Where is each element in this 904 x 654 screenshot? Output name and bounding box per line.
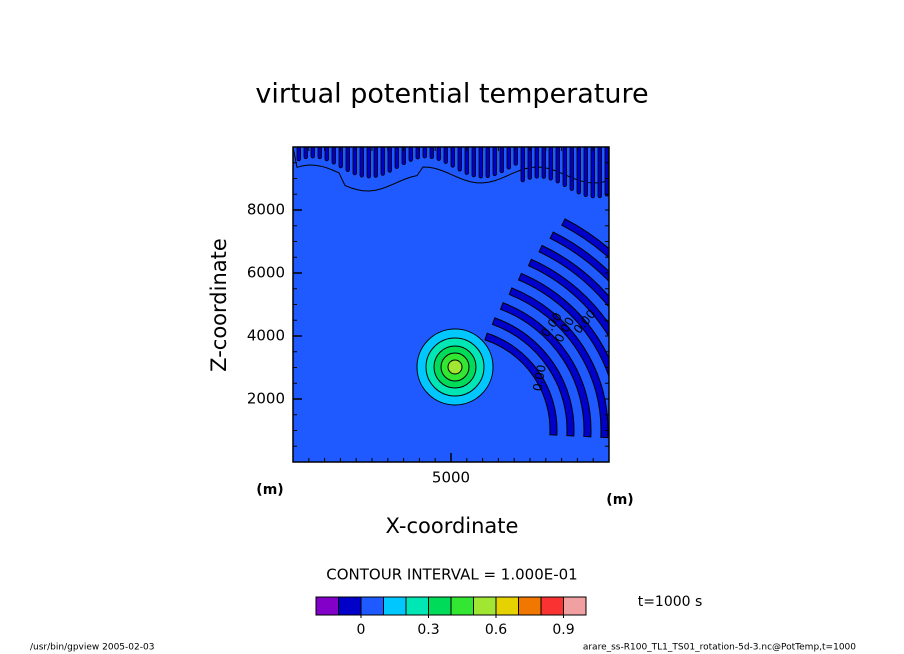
wave-stripe xyxy=(443,147,448,164)
time-label: t=1000 s xyxy=(638,594,703,610)
wave-stripe xyxy=(471,147,476,178)
wave-stripe xyxy=(590,147,595,199)
colorbar-tick-label: 0.3 xyxy=(417,622,439,638)
wave-arc xyxy=(517,272,609,379)
wave-stripe xyxy=(485,147,490,178)
colorbar-box xyxy=(473,596,497,616)
footer-left: /usr/bin/gpview 2005-02-03 xyxy=(30,643,154,653)
contour-field: 0.000.00 0.000.00 xyxy=(293,147,609,462)
wave-stripe xyxy=(422,147,427,159)
y-unit: (m) xyxy=(256,482,283,498)
wave-stripe xyxy=(380,147,385,176)
colorbar-box xyxy=(540,596,564,616)
wave-stripe xyxy=(359,147,364,178)
colorbar-box xyxy=(338,596,362,616)
colorbar-tick-label: 0.6 xyxy=(485,622,507,638)
wave-stripe xyxy=(513,147,518,166)
wave-arc xyxy=(508,287,609,439)
wave-stripe xyxy=(499,147,504,174)
wave-arc xyxy=(538,244,609,309)
wave-stripe xyxy=(457,147,462,172)
wave-stripe xyxy=(352,147,357,176)
y-axis-label: Z-coordinate xyxy=(207,238,231,372)
contour-interval: CONTOUR INTERVAL = 1.000E-01 xyxy=(326,566,577,584)
wave-stripe xyxy=(394,147,399,169)
x-axis-label: X-coordinate xyxy=(386,514,519,538)
wave-stripe xyxy=(597,147,602,199)
wave-arc xyxy=(484,332,558,436)
chart-title: virtual potential temperature xyxy=(255,79,648,110)
colorbar-box xyxy=(315,596,339,616)
wave-stripe xyxy=(527,147,532,180)
wave-stripe xyxy=(541,147,546,179)
wave-stripe xyxy=(303,147,308,160)
wave-stripe xyxy=(583,147,588,197)
wave-arc xyxy=(549,231,609,283)
wave-stripe xyxy=(492,147,497,177)
x-tick-label: 5000 xyxy=(432,469,470,487)
wave-stripe xyxy=(317,147,322,160)
colorbar-box xyxy=(428,596,452,616)
wave-stripe xyxy=(387,147,392,173)
y-tick-label: 4000 xyxy=(247,327,285,345)
colorbar-box xyxy=(383,596,407,616)
wave-stripe xyxy=(464,147,469,175)
wave-arc xyxy=(491,317,575,437)
wave-stripe xyxy=(338,147,343,169)
wave-stripe xyxy=(296,147,301,162)
footer-right: arare_ss-R100_TL1_TS01_rotation-5d-3.nc@… xyxy=(583,643,856,653)
y-tick-label: 8000 xyxy=(247,201,285,219)
wave-stripe xyxy=(373,147,378,178)
wave-stripe xyxy=(345,147,350,173)
y-tick-label: 2000 xyxy=(247,390,285,408)
wave-stripe xyxy=(450,147,455,168)
colorbar-tick-label: 0 xyxy=(357,622,366,638)
wave-arc xyxy=(561,218,609,259)
colorbar-box xyxy=(495,596,519,616)
wave-stripe xyxy=(555,147,560,184)
wave-stripe xyxy=(604,147,609,197)
wave-stripe xyxy=(415,147,420,160)
wave-stripe xyxy=(408,147,413,162)
colorbar-box xyxy=(450,596,474,616)
wave-stripe xyxy=(562,147,567,188)
wave-stripe xyxy=(534,147,539,179)
colorbar-box xyxy=(405,596,429,616)
contour-label: 0.00 xyxy=(530,364,548,393)
bubble-contour xyxy=(447,359,463,375)
wave-stripe xyxy=(520,147,525,183)
field-background xyxy=(293,147,609,462)
wave-stripe xyxy=(429,147,434,159)
colorbar-tick-label: 0.9 xyxy=(552,622,574,638)
y-tick-label: 6000 xyxy=(247,264,285,282)
wave-stripe xyxy=(576,147,581,195)
wave-stripe xyxy=(310,147,315,159)
wave-stripe xyxy=(366,147,371,179)
wave-stripe xyxy=(401,147,406,166)
wave-stripe xyxy=(478,147,483,179)
wave-stripe xyxy=(436,147,441,161)
wave-stripe xyxy=(548,147,553,181)
wave-stripe xyxy=(506,147,511,170)
wave-arc xyxy=(499,302,592,438)
wave-stripe xyxy=(324,147,329,162)
plot-area: 0.000.00 0.000.00 2000 4000 6000 8000 5000 xyxy=(247,146,610,487)
wave-stripe xyxy=(331,147,336,165)
colorbar-box xyxy=(563,596,587,616)
wave-stripe xyxy=(569,147,574,191)
x-unit: (m) xyxy=(606,492,633,508)
colorbar-box xyxy=(518,596,542,616)
colorbar-box xyxy=(360,596,384,616)
wave-arc xyxy=(527,258,609,338)
